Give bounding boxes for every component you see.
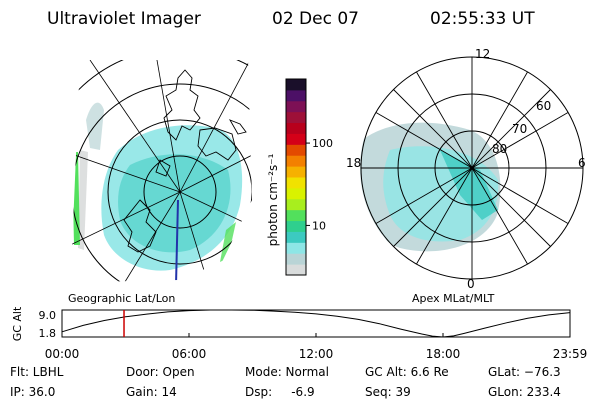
colorbar-swatch [286, 242, 306, 254]
colorbar-swatch [286, 166, 306, 178]
colorbar-swatch [286, 198, 306, 211]
mlat-label-60: 60 [536, 99, 551, 113]
ytick-top: 9.0 [39, 309, 57, 322]
door-status: Door: Open [126, 365, 195, 379]
mlat-label-80: 80 [492, 142, 507, 156]
coastlines [123, 69, 247, 253]
colorbar-tick-label: 10 [312, 219, 326, 232]
colorbar-tick-label: 100 [312, 137, 333, 150]
ytick-bottom: 1.8 [39, 327, 57, 340]
time-label: 02:55:33 UT [430, 9, 535, 29]
timeline-tick-label: 18:00 [426, 347, 461, 361]
colorbar-unit-label: photon cm⁻²s⁻¹ [266, 153, 280, 246]
colorbar-swatch [286, 253, 306, 265]
colorbar-swatch [286, 122, 306, 134]
timeline-tick-label: 23:59 [553, 347, 588, 361]
mlt-label-right: 6 [578, 156, 586, 170]
colorbar-swatch [286, 133, 306, 145]
colorbar-swatch [286, 144, 306, 156]
geographic-map [72, 60, 252, 282]
colorbar-swatch [286, 220, 306, 232]
mode-status: Mode: Normal [245, 365, 329, 379]
gc-alt-status: GC Alt: 6.6 Re [365, 365, 449, 379]
left-panel-caption: Geographic Lat/Lon [68, 292, 175, 305]
mlt-label-left: 18 [346, 156, 361, 170]
date-label: 02 Dec 07 [272, 9, 359, 29]
aurora-polar-image [360, 122, 501, 252]
timeline-tick-label: 00:00 [45, 347, 80, 361]
color-scale-bar: 100 10 [285, 78, 333, 276]
mlt-label-bottom: 0 [467, 277, 475, 291]
apex-polar-plot: 12 18 6 0 60 70 80 [346, 47, 586, 291]
ip-status: IP: 36.0 [10, 385, 55, 399]
colorbar-swatch [286, 231, 306, 243]
status-footer: Flt: LBHL IP: 36.0 Door: Open Gain: 14 M… [10, 365, 561, 399]
timeline-y-label: GC Alt [11, 306, 24, 341]
orbit-altitude-chart: GC Alt 9.0 1.8 00:00 06:00 12:00 18:00 23:59 [11, 306, 587, 361]
seq-status: Seq: 39 [365, 385, 411, 399]
glon-status: GLon: 233.4 [488, 385, 561, 399]
aurora-image [72, 102, 243, 271]
mlt-spokes [361, 57, 583, 279]
filter-status: Flt: LBHL [10, 365, 64, 379]
instrument-title: Ultraviolet Imager [47, 9, 201, 29]
glat-status: GLat: −76.3 [488, 365, 561, 379]
mlat-label-70: 70 [512, 122, 527, 136]
colorbar-swatch [286, 155, 306, 167]
dsp-status: Dsp: -6.9 [245, 385, 315, 399]
altitude-line [61, 309, 571, 338]
colorbar-swatch [286, 79, 306, 91]
colorbar-swatch [286, 100, 306, 113]
colorbar-swatch [286, 111, 306, 124]
latitude-circles [72, 60, 252, 282]
timeline-x-ticks: 00:00 06:00 12:00 18:00 23:59 [45, 333, 588, 361]
timeline-tick-label: 12:00 [299, 347, 334, 361]
mlt-label-top: 12 [475, 47, 490, 61]
longitude-lines [72, 60, 252, 282]
colorbar-swatch [286, 177, 306, 189]
colorbar-swatch [286, 89, 306, 102]
timeline-tick-label: 06:00 [172, 347, 207, 361]
right-panel-caption: Apex MLat/MLT [412, 292, 495, 305]
gain-status: Gain: 14 [126, 385, 177, 399]
local-time-meridian [175, 199, 179, 282]
colorbar-frame [285, 78, 307, 276]
colorbar-swatch [286, 187, 306, 200]
altitude-series [61, 309, 571, 338]
colorbar-swatch [286, 209, 306, 222]
colorbar-swatch [286, 264, 306, 276]
